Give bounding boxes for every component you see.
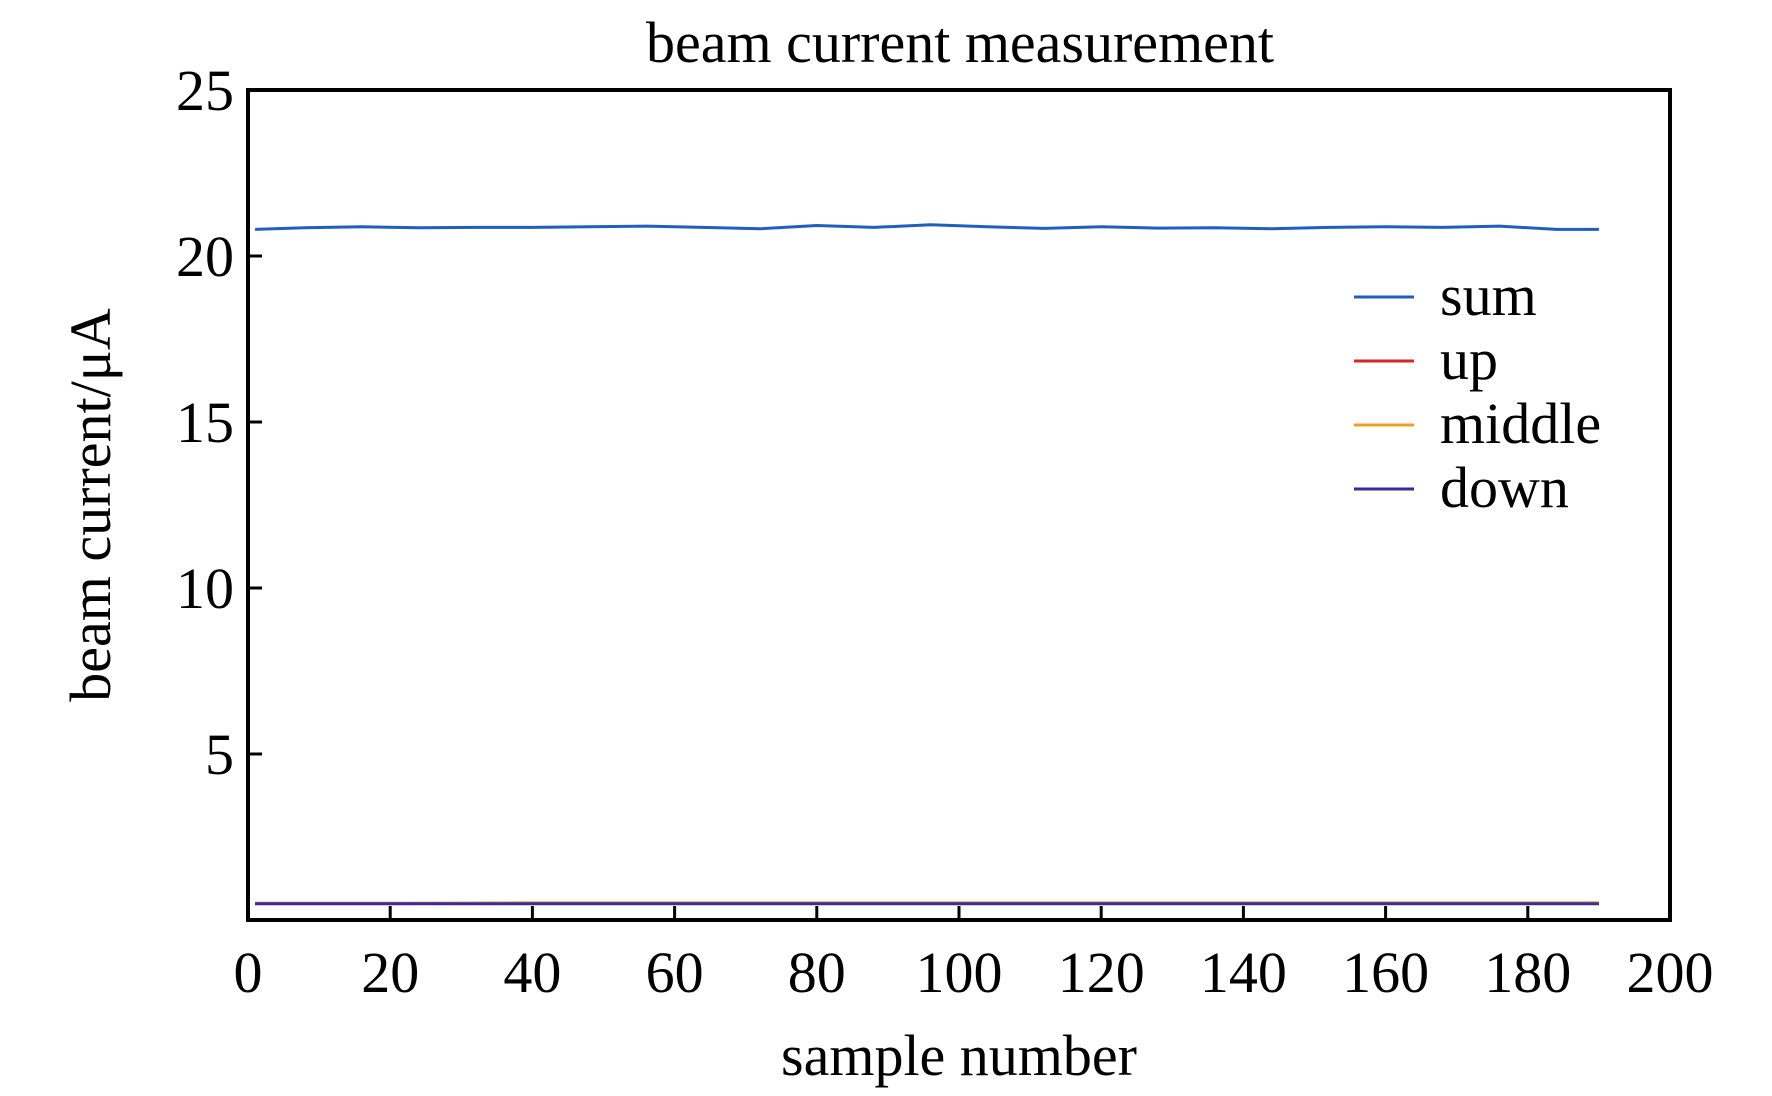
x-tick-label: 160 [1342, 940, 1429, 1005]
x-axis-ticks: 0 20 40 60 80 100 120 140 160 180 200 [234, 906, 1714, 1005]
x-tick-label: 140 [1200, 940, 1287, 1005]
x-tick-label: 20 [361, 940, 419, 1005]
y-axis-label: beam current/μA [58, 308, 123, 702]
x-tick-label: 100 [916, 940, 1003, 1005]
y-tick-label: 20 [176, 224, 234, 289]
x-tick-label: 180 [1484, 940, 1571, 1005]
legend-label-sum: sum [1440, 263, 1537, 328]
legend-label-middle: middle [1440, 391, 1601, 456]
x-tick-label: 40 [503, 940, 561, 1005]
x-tick-label: 200 [1627, 940, 1714, 1005]
x-tick-label: 120 [1058, 940, 1145, 1005]
y-tick-label: 10 [176, 556, 234, 621]
x-axis-label: sample number [781, 1023, 1137, 1088]
chart-title: beam current measurement [646, 10, 1274, 75]
series-layer [255, 223, 1599, 906]
legend-label-up: up [1440, 327, 1498, 392]
y-tick-label: 15 [176, 390, 234, 455]
x-tick-label: 0 [234, 940, 263, 1005]
series-line-sum [255, 223, 1599, 231]
y-axis-ticks: 5 10 15 20 25 [176, 58, 262, 787]
y-tick-label: 5 [205, 722, 234, 787]
x-tick-label: 60 [646, 940, 704, 1005]
legend-label-down: down [1440, 455, 1569, 520]
x-tick-label: 80 [788, 940, 846, 1005]
y-tick-label: 25 [176, 58, 234, 123]
